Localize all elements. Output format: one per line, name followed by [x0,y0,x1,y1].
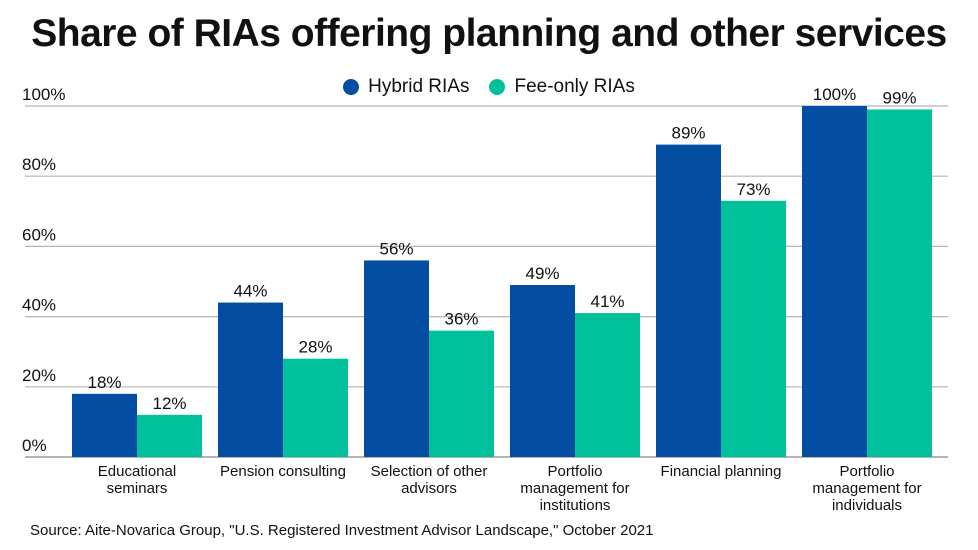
data-label: 28% [298,338,332,357]
x-tick-label: individuals [832,497,902,514]
bar-hybrid [364,260,429,457]
bar-hybrid [802,106,867,457]
y-tick-label: 20% [22,366,56,385]
data-label: 99% [882,89,916,108]
x-tick-label: Selection of other [371,463,488,480]
y-tick-label: 100% [22,85,65,104]
y-tick-label: 80% [22,155,56,174]
legend-marker-fee-only [489,79,506,95]
bar-fee-only [137,414,202,457]
bar-fee-only [429,330,494,457]
x-tick-label: management for [812,480,921,497]
x-tick-label: seminars [107,480,168,497]
data-label: 73% [736,180,770,199]
data-label: 56% [379,239,413,258]
data-label: 12% [152,394,186,413]
bar-fee-only [283,358,348,457]
x-tick-label: institutions [540,497,611,514]
y-tick-label: 40% [22,296,56,315]
x-tick-label: Pension consulting [220,463,346,480]
legend-item-hybrid: Hybrid RIAs [343,76,469,98]
x-tick-label: Portfolio [839,463,894,480]
data-label: 36% [444,310,478,329]
legend: Hybrid RIAs Fee-only RIAs [0,76,978,98]
legend-label-hybrid: Hybrid RIAs [368,76,470,97]
bar-hybrid [656,144,721,458]
bar-fee-only [867,109,932,457]
bar-hybrid [72,393,137,457]
bar-hybrid [510,285,575,457]
x-tick-label: Financial planning [661,463,782,480]
legend-item-fee-only: Fee-only RIAs [489,76,635,98]
legend-label-fee-only: Fee-only RIAs [514,76,635,97]
bar-hybrid [218,302,283,457]
y-tick-label: 60% [22,225,56,244]
bar-fee-only [721,200,786,457]
source-note: Source: Aite-Novarica Group, "U.S. Regis… [30,522,654,539]
data-label: 49% [525,264,559,283]
y-tick-label: 0% [22,436,47,455]
data-label: 18% [87,373,121,392]
data-label: 44% [233,282,267,301]
x-tick-label: Portfolio [547,463,602,480]
legend-marker-hybrid [343,79,360,95]
bar-fee-only [575,313,640,457]
data-label: 100% [813,85,856,104]
x-tick-label: advisors [401,480,457,497]
data-label: 41% [590,292,624,311]
data-label: 89% [671,124,705,143]
chart-title: Share of RIAs offering planning and othe… [31,12,947,55]
x-tick-label: management for [520,480,629,497]
x-tick-label: Educational [98,463,176,480]
